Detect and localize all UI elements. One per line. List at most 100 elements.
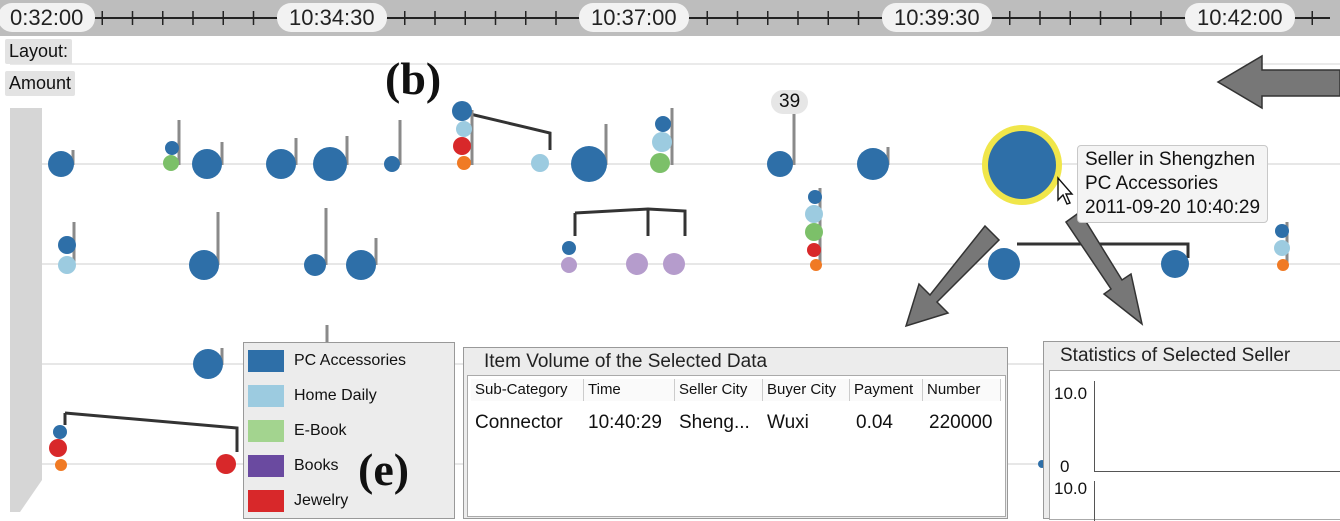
event-glyphs[interactable]	[48, 101, 1290, 474]
seller-statistics-panel: Statistics of Selected Seller 10.0 0 10.…	[1043, 341, 1340, 521]
event-circle-pc[interactable]	[808, 190, 822, 204]
amount-button[interactable]: Amount	[5, 71, 76, 96]
event-circle-jewelry[interactable]	[216, 454, 236, 474]
event-circle-pc[interactable]	[266, 149, 296, 179]
event-circle-pc[interactable]	[304, 254, 326, 276]
category-legend: PC Accessories Home Daily E-Book Books J…	[243, 342, 455, 519]
column-header-sub-category[interactable]: Sub-Category	[471, 379, 584, 401]
y-axis-label-top-2: 10.0	[1054, 479, 1088, 498]
event-circle-books[interactable]	[626, 253, 648, 275]
event-circle-home[interactable]	[805, 205, 823, 223]
event-circle-home[interactable]	[531, 154, 549, 172]
cell-seller-city: Sheng...	[679, 412, 750, 433]
event-circle-ebook[interactable]	[650, 153, 670, 173]
event-circle-orange[interactable]	[55, 459, 67, 471]
legend-swatch	[248, 350, 284, 372]
event-circle-orange[interactable]	[1277, 259, 1289, 271]
y-axis-label-zero: 0	[1060, 457, 1070, 476]
connectors	[63, 112, 1190, 452]
event-circle-jewelry[interactable]	[453, 137, 471, 155]
column-header-buyer-city[interactable]: Buyer City	[763, 379, 850, 401]
down-right-arrow-icon	[1064, 210, 1144, 326]
event-circle-pc[interactable]	[313, 147, 347, 181]
event-circle-pc[interactable]	[53, 425, 67, 439]
event-circle-books[interactable]	[663, 253, 685, 275]
event-circle-pc[interactable]	[48, 151, 74, 177]
legend-item[interactable]: Home Daily	[248, 384, 377, 408]
mouse-cursor-icon	[1057, 176, 1074, 205]
legend-item[interactable]: Books	[248, 454, 338, 478]
count-badge: 39	[771, 90, 809, 114]
event-circle-jewelry[interactable]	[807, 243, 821, 257]
event-circle-pc[interactable]	[452, 101, 472, 121]
event-circle-orange[interactable]	[457, 156, 471, 170]
event-circle-pc[interactable]	[562, 241, 576, 255]
event-circle-pc[interactable]	[988, 248, 1020, 280]
legend-label: PC Accessories	[294, 352, 407, 369]
legend-swatch	[248, 385, 284, 407]
event-circle-pc[interactable]	[193, 349, 223, 379]
cell-payment: 0.04	[856, 412, 893, 433]
item-volume-table[interactable]: Sub-Category Time Seller City Buyer City…	[467, 375, 1006, 517]
event-circle-home[interactable]	[652, 132, 672, 152]
left-arrow-icon	[1216, 54, 1340, 110]
connector-line	[574, 207, 687, 236]
cell-time: 10:40:29	[588, 412, 662, 433]
connector-line	[64, 411, 239, 452]
tooltip-category: PC Accessories	[1085, 173, 1219, 194]
cell-buyer-city: Wuxi	[767, 412, 809, 433]
event-circle-ebook[interactable]	[163, 155, 179, 171]
tooltip-timestamp: 2011-09-20 10:40:29	[1085, 197, 1261, 218]
y-axis-line	[1094, 381, 1095, 471]
legend-label: Home Daily	[294, 387, 377, 404]
column-header-payment[interactable]: Payment	[850, 379, 923, 401]
event-circle-pc[interactable]	[189, 250, 219, 280]
event-circle-pc[interactable]	[192, 149, 222, 179]
event-circle-orange[interactable]	[810, 259, 822, 271]
column-header-seller-city[interactable]: Seller City	[675, 379, 763, 401]
event-circle-pc[interactable]	[346, 250, 376, 280]
x-axis-line	[1094, 471, 1340, 472]
connector-line	[469, 112, 552, 150]
tick-label-3: 10:39:30	[882, 3, 992, 32]
event-circle-books[interactable]	[561, 257, 577, 273]
connector-line	[1017, 242, 1190, 258]
event-circle-pc[interactable]	[655, 116, 671, 132]
statistics-chart-area: 10.0 0 10.0	[1049, 370, 1340, 521]
legend-label: E-Book	[294, 422, 347, 439]
y-axis-line-2	[1094, 481, 1095, 521]
legend-item[interactable]: PC Accessories	[248, 349, 406, 373]
annotation-b: (b)	[385, 53, 442, 104]
layout-label: Layout:	[5, 39, 73, 64]
event-circle-pc[interactable]	[857, 148, 889, 180]
legend-label: Books	[294, 457, 339, 474]
legend-item[interactable]: Jewelry	[248, 489, 348, 513]
event-circle-home[interactable]	[1274, 240, 1290, 256]
event-circle-jewelry[interactable]	[49, 439, 67, 457]
event-circle-pc[interactable]	[1161, 250, 1189, 278]
event-circle-pc[interactable]	[165, 141, 179, 155]
event-circle-ebook[interactable]	[805, 223, 823, 241]
event-circle-pc[interactable]	[58, 236, 76, 254]
tick-label-1: 10:34:30	[277, 3, 387, 32]
event-circle-pc[interactable]	[571, 146, 607, 182]
event-circle-home[interactable]	[456, 121, 472, 137]
row-label-strip	[10, 108, 42, 512]
tick-label-4: 10:42:00	[1185, 3, 1295, 32]
event-circle-pc[interactable]	[384, 156, 400, 172]
cell-number: 220000	[929, 412, 993, 433]
down-left-arrow-icon	[904, 224, 1001, 328]
column-header-number[interactable]: Number	[923, 379, 1001, 401]
selected-seller-circle[interactable]	[988, 131, 1056, 199]
tick-label-2: 10:37:00	[579, 3, 689, 32]
event-circle-pc[interactable]	[767, 151, 793, 177]
cell-sub-category: Connector	[475, 412, 563, 433]
legend-swatch	[248, 420, 284, 442]
annotation-e: (e)	[358, 444, 410, 495]
legend-item[interactable]: E-Book	[248, 419, 346, 443]
event-circle-home[interactable]	[58, 256, 76, 274]
y-axis-label-top: 10.0	[1054, 384, 1088, 403]
arrows	[904, 54, 1340, 328]
column-header-time[interactable]: Time	[584, 379, 675, 401]
event-circle-pc[interactable]	[1275, 224, 1289, 238]
